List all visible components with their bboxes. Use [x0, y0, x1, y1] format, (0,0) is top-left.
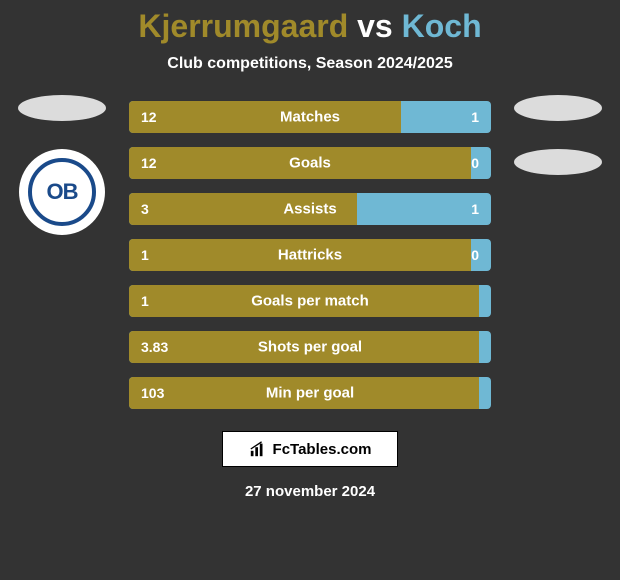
stat-bar-right: 1: [401, 101, 492, 133]
brand-badge[interactable]: FcTables.com: [222, 431, 398, 467]
stat-right-value: 1: [471, 109, 479, 125]
stat-bar: 1 0 Hattricks: [129, 239, 491, 271]
stat-bar-right: [479, 331, 491, 363]
stat-label: Assists: [283, 201, 336, 218]
date-text: 27 november 2024: [245, 483, 375, 500]
right-badges: [514, 95, 602, 175]
stat-left-value: 12: [141, 155, 157, 171]
stat-label: Shots per goal: [258, 339, 362, 356]
stat-bar-right: 0: [471, 239, 491, 271]
stat-label: Matches: [280, 109, 340, 126]
subtitle: Club competitions, Season 2024/2025: [167, 55, 452, 73]
vs-text: vs: [348, 8, 401, 44]
stat-bar: 103 Min per goal: [129, 377, 491, 409]
content-area: OB 12 1 Matches 12 0 Goals 3 1 Assists 1 0 Hattrick…: [0, 101, 620, 409]
stat-bar: 1 Goals per match: [129, 285, 491, 317]
stat-left-value: 3.83: [141, 339, 168, 355]
stat-left-value: 12: [141, 109, 157, 125]
left-badges: OB: [18, 95, 106, 235]
player1-name: Kjerrumgaard: [138, 8, 348, 44]
stat-bars: 12 1 Matches 12 0 Goals 3 1 Assists 1 0 Hattricks 1 G…: [129, 101, 491, 409]
brand-text: FcTables.com: [273, 441, 372, 458]
stat-bar: 12 1 Matches: [129, 101, 491, 133]
stat-label: Goals per match: [251, 293, 369, 310]
stat-bar-left: 12: [129, 101, 401, 133]
stat-left-value: 103: [141, 385, 164, 401]
stat-bar-right: [479, 285, 491, 317]
chart-icon: [249, 440, 267, 458]
stat-left-value: 3: [141, 201, 149, 217]
stat-label: Goals: [289, 155, 331, 172]
stat-label: Hattricks: [278, 247, 342, 264]
stat-bar: 12 0 Goals: [129, 147, 491, 179]
stat-bar-right: [479, 377, 491, 409]
stat-bar-right: 0: [471, 147, 491, 179]
stat-left-value: 1: [141, 293, 149, 309]
stat-bar: 3 1 Assists: [129, 193, 491, 225]
placeholder-ellipse: [514, 95, 602, 121]
stat-bar-right: 1: [357, 193, 491, 225]
player2-name: Koch: [402, 8, 482, 44]
stat-right-value: 1: [471, 201, 479, 217]
placeholder-ellipse: [514, 149, 602, 175]
stat-label: Min per goal: [266, 385, 354, 402]
stat-bar: 3.83 Shots per goal: [129, 331, 491, 363]
stat-left-value: 1: [141, 247, 149, 263]
page-title: Kjerrumgaard vs Koch: [138, 8, 481, 45]
comparison-card: Kjerrumgaard vs Koch Club competitions, …: [0, 0, 620, 580]
stat-right-value: 0: [471, 247, 479, 263]
club-badge-left: OB: [19, 149, 105, 235]
club-badge-text: OB: [28, 158, 96, 226]
placeholder-ellipse: [18, 95, 106, 121]
stat-right-value: 0: [471, 155, 479, 171]
